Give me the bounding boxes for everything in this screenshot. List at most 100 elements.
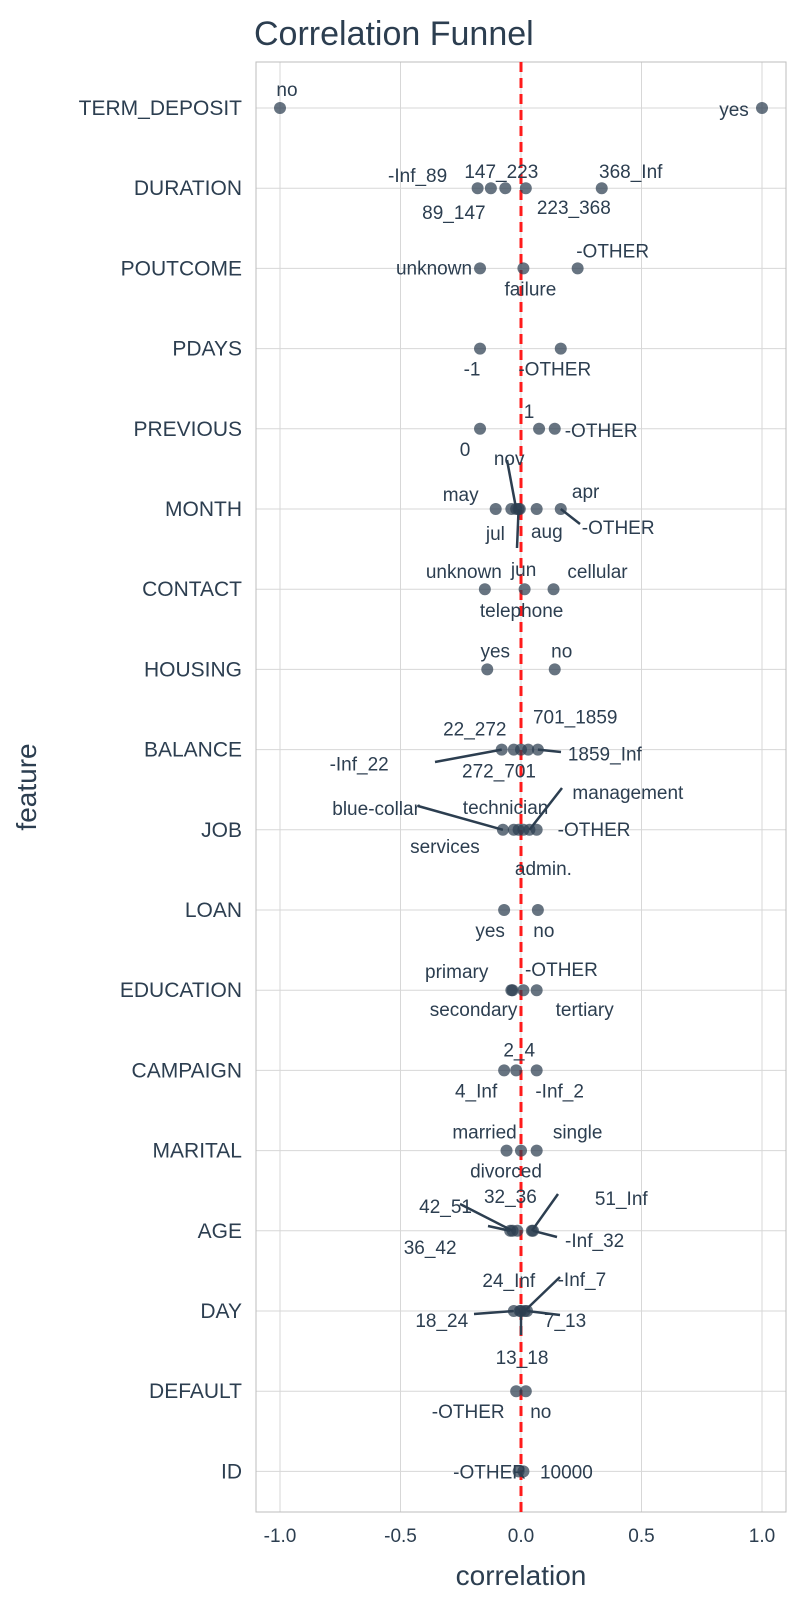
point-job-blue-collar [496,823,509,836]
point-poutcome-other [571,262,584,275]
point-label-contact-cellular: cellular [567,562,628,583]
y-tick-label-loan: LOAN [185,899,242,922]
point-duration-inf-89 [471,182,484,195]
point-label-balance-272-701: 272_701 [462,762,536,783]
point-label-balance-1859-inf: 1859_Inf [568,745,643,766]
point-label-poutcome-failure: failure [505,279,557,300]
point-id-10000 [517,1465,530,1478]
y-tick-label-default: DEFAULT [149,1380,242,1403]
point-label-previous-0: 0 [460,440,471,461]
point-pdays-other [554,342,567,355]
y-tick-label-housing: HOUSING [144,658,242,681]
point-balance-1859-inf [531,743,544,756]
y-tick-label-poutcome: POUTCOME [121,257,242,280]
y-tick-label-marital: MARITAL [153,1140,242,1163]
point-contact-cellular [547,583,560,596]
point-label-previous-1: 1 [524,402,535,423]
point-label-month-aug: aug [531,522,563,543]
x-tick-label: -1.0 [264,1526,297,1547]
point-label-month-nov: nov [494,449,525,470]
point-balance-inf-22 [495,743,508,756]
point-label-pdays-other: -OTHER [518,360,591,381]
point-campaign-2-4 [510,1064,523,1077]
x-tick-label: -0.5 [384,1526,417,1547]
point-age-32-36 [511,1224,524,1237]
y-tick-label-balance: BALANCE [144,739,242,762]
point-label-id-other: -OTHER [453,1462,526,1483]
point-duration-89-147 [484,182,497,195]
point-label-day-7-13: 7_13 [544,1311,586,1332]
point-label-housing-no: no [551,641,572,662]
point-label-age-32-36: 32_36 [484,1187,537,1208]
point-poutcome-failure [517,262,530,275]
point-label-poutcome-other: -OTHER [576,241,649,262]
point-label-job-admin: admin. [515,859,572,880]
point-label-default-other: -OTHER [432,1402,505,1423]
point-default-no [519,1385,532,1398]
point-label-contact-telephone: telephone [480,601,563,622]
point-default-other [510,1385,523,1398]
point-label-campaign-2-4: 2_4 [503,1040,535,1061]
point-label-campaign-inf-2: -Inf_2 [535,1081,584,1102]
point-label-job-other: -OTHER [558,820,631,841]
point-month-may [489,503,502,515]
point-month-other [554,503,567,515]
label-leader-balance-inf-22 [434,748,502,764]
label-leader-day-18-24 [473,1309,514,1316]
point-label-default-no: no [530,1402,551,1423]
point-age-inf-32 [527,1224,540,1237]
y-axis-title: feature [11,743,42,830]
y-tick-labels: TERM_DEPOSIT DURATION POUTCOME PDAYS PREVIOU… [79,97,243,1483]
point-label-balance-inf-22: -Inf_22 [330,755,389,776]
point-label-education-tertiary: tertiary [556,1000,615,1021]
point-campaign-inf-2 [530,1064,543,1077]
point-loan-no [531,904,544,916]
point-marital-married [500,1144,513,1157]
y-tick-label-campaign: CAMPAIGN [132,1059,242,1082]
leader-layer [417,459,581,1335]
point-label-duration-89-147: 89_147 [422,203,485,224]
y-tick-label-day: DAY [200,1300,242,1323]
point-label-job-blue-collar: blue-collar [332,799,420,820]
point-label-education-other: -OTHER [525,960,598,981]
point-label-duration-368-inf: 368_Inf [599,162,663,183]
point-label-day-24-inf: 24_Inf [482,1271,536,1292]
y-tick-label-age: AGE [198,1220,242,1243]
point-label-duration-147-223: 147_223 [464,162,538,183]
point-label-loan-no: no [533,921,554,942]
x-tick-label: 0.5 [628,1526,654,1547]
point-label-poutcome-unknown: unknown [396,258,472,279]
point-label-education-primary: primary [425,962,489,983]
point-label-previous-other: -OTHER [565,421,638,442]
point-label-duration-inf-89: -Inf_89 [388,166,447,187]
label-leader-age-51-inf [530,1193,560,1232]
point-day-7-13 [521,1305,534,1317]
point-label-balance-22-272: 22_272 [443,720,506,741]
point-previous-other [548,422,561,435]
point-balance-701-1859 [522,743,535,756]
y-tick-label-id: ID [221,1460,242,1483]
y-tick-label-term-deposit: TERM_DEPOSIT [79,97,243,120]
dot-layer [274,102,768,1478]
point-marital-divorced [515,1144,527,1157]
point-label-housing-yes: yes [480,641,510,662]
point-education-other [517,984,530,997]
point-contact-telephone [518,583,531,596]
point-housing-yes [481,663,494,676]
point-label-day-13-18: 13_18 [496,1348,549,1369]
point-label-job-services: services [410,837,480,858]
point-label-month-other: -OTHER [582,518,655,539]
x-tick-label: 1.0 [749,1526,775,1547]
point-label-loan-yes: yes [475,921,505,942]
label-leader-age-42-51 [459,1202,514,1232]
point-campaign-4-inf [498,1064,511,1077]
point-pdays-1 [474,342,487,355]
point-label-job-management: management [572,783,684,804]
label-leader-job-management [528,787,563,831]
x-tick-labels: -1.0 -0.5 0.0 0.5 1.0 [264,1526,776,1547]
y-tick-label-duration: DURATION [134,177,242,200]
point-label-contact-unknown: unknown [426,562,502,583]
label-leader-job-blue-collar [417,804,504,832]
point-label-balance-701-1859: 701_1859 [533,708,618,729]
